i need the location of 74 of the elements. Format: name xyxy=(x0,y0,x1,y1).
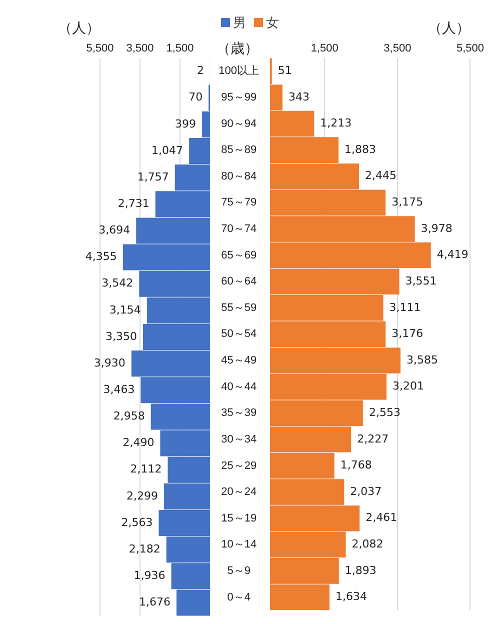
data-label: 3,551 xyxy=(405,274,437,288)
data-label: 51 xyxy=(278,64,292,78)
y-tick-label: 90～94 xyxy=(221,118,257,130)
data-label: 2,445 xyxy=(365,169,397,182)
data-label: 1,213 xyxy=(320,116,352,130)
x-axis-title: （人） xyxy=(428,19,470,36)
data-label: 1,883 xyxy=(344,142,376,156)
y-tick-label: 0～4 xyxy=(227,591,250,604)
y-tick-label: 5～9 xyxy=(227,564,250,577)
data-label: 3,201 xyxy=(392,380,424,393)
data-label: 2,227 xyxy=(357,432,389,446)
y-tick-label: 50～54 xyxy=(221,328,257,340)
data-label: 3,694 xyxy=(98,224,130,237)
x-tick-label: 3,500 xyxy=(384,42,412,54)
data-label: 3,154 xyxy=(109,303,141,316)
y-tick-label: 65～69 xyxy=(221,249,257,262)
data-label: 399 xyxy=(175,117,196,130)
data-label: 2,731 xyxy=(118,197,150,210)
data-label: 70 xyxy=(188,90,203,104)
y-tick-label: 70～74 xyxy=(221,223,257,236)
data-label: 2,461 xyxy=(366,511,398,524)
y-tick-label: 45～49 xyxy=(221,354,257,367)
data-label: 3,585 xyxy=(406,353,438,366)
y-tick-label: 85～89 xyxy=(221,144,257,156)
data-label: 3,463 xyxy=(103,383,135,396)
y-tick-label: 80～84 xyxy=(221,170,257,182)
y-tick-label: 10～14 xyxy=(221,538,257,551)
y-tick-label: 25～29 xyxy=(221,460,257,472)
data-label: 3,978 xyxy=(420,222,452,235)
y-tick-label: 100以上 xyxy=(218,64,260,78)
data-label: 3,350 xyxy=(106,330,137,343)
data-label: 3,111 xyxy=(389,300,421,314)
x-tick-label: 5,500 xyxy=(456,42,484,54)
data-label: 3,930 xyxy=(94,356,126,370)
data-label: 2,112 xyxy=(130,462,162,476)
data-label: 2,553 xyxy=(368,406,400,419)
y-tick-label: 15～19 xyxy=(221,512,257,524)
data-label: 4,355 xyxy=(85,250,117,264)
y-tick-label: 60～64 xyxy=(221,276,257,288)
y-tick-label: 35～39 xyxy=(221,407,257,420)
x-tick-label: 5,500 xyxy=(86,42,114,54)
data-label: 2,563 xyxy=(121,516,153,529)
data-label: 4,419 xyxy=(436,248,468,262)
data-label: 2,082 xyxy=(352,537,384,550)
legend-label: 男 xyxy=(233,16,246,31)
data-label: 1,757 xyxy=(137,170,169,184)
data-label: 3,176 xyxy=(392,327,424,340)
y-tick-label: 75～79 xyxy=(221,196,257,209)
y-axis-title: （歳） xyxy=(216,40,260,58)
legend-label: 女 xyxy=(266,16,279,31)
data-label: 2,182 xyxy=(128,542,160,556)
data-label: 2 xyxy=(196,64,204,78)
x-tick-label: 1,500 xyxy=(310,42,338,54)
x-axis-title: （人） xyxy=(58,19,100,36)
data-label: 1,936 xyxy=(134,569,166,582)
y-tick-label: 20～24 xyxy=(221,486,257,498)
data-label: 2,037 xyxy=(350,484,382,498)
data-label: 1,676 xyxy=(138,596,170,609)
y-tick-label: 95～99 xyxy=(221,91,257,104)
x-tick-label: 3,500 xyxy=(126,42,154,54)
data-label: 3,175 xyxy=(392,196,424,209)
y-tick-label: 30～34 xyxy=(221,433,257,446)
data-label: 2,958 xyxy=(113,410,145,423)
y-tick-label: 55～59 xyxy=(221,302,257,314)
data-label: 343 xyxy=(288,90,310,104)
data-label: 1,634 xyxy=(335,590,367,604)
data-label: 2,299 xyxy=(126,489,158,502)
data-label: 1,893 xyxy=(344,564,376,577)
data-label: 1,047 xyxy=(152,144,184,157)
data-label: 3,542 xyxy=(102,276,134,290)
data-label: 2,490 xyxy=(122,436,154,450)
data-label: 1,768 xyxy=(340,458,372,472)
y-tick-label: 40～44 xyxy=(221,380,257,393)
x-tick-label: 1,500 xyxy=(166,42,194,54)
